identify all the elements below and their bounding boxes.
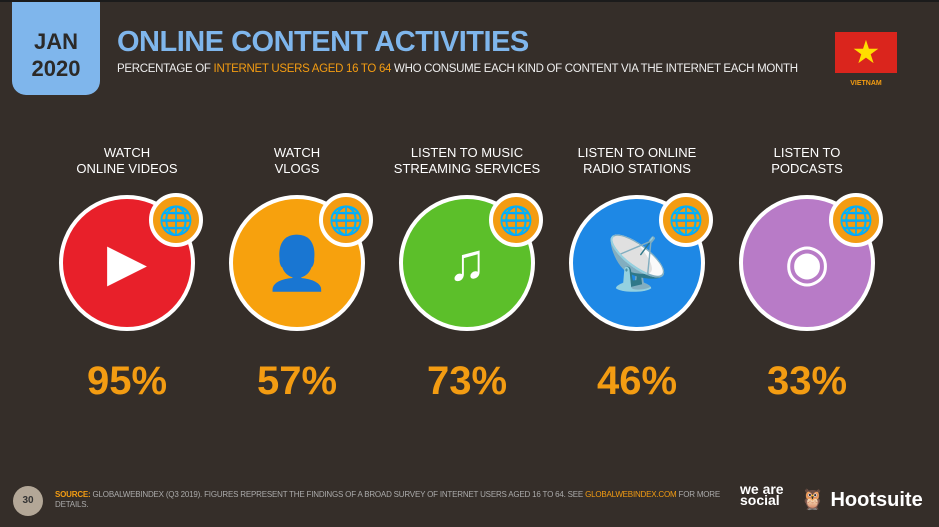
label-line2: VLOGS xyxy=(274,161,320,176)
activity-circle: ◉ 🌐 xyxy=(739,193,883,331)
activity-label: LISTEN TO PODCASTS xyxy=(722,145,892,185)
activity-5: LISTEN TO PODCASTS ◉ 🌐 33% xyxy=(722,145,892,404)
activity-label: WATCH VLOGS xyxy=(212,145,382,185)
hootsuite-logo-text: Hootsuite xyxy=(830,489,923,511)
we-are-social-logo: we are social xyxy=(740,481,784,508)
activity-percentage: 57% xyxy=(256,359,338,403)
subtitle-highlight: INTERNET USERS AGED 16 TO 64 xyxy=(213,63,392,75)
activity-percentage: 33% xyxy=(766,359,848,403)
activity-circle: 👤 🌐 xyxy=(229,193,373,331)
music-cloud-icon: ♫ xyxy=(447,234,487,292)
activity-percentage: 73% xyxy=(426,359,508,403)
activity-label: WATCH ONLINE VIDEOS xyxy=(42,145,212,185)
globe-icon: 🌐 xyxy=(829,193,883,247)
vlog-icon: 👤 xyxy=(264,234,330,293)
activity-3: LISTEN TO MUSIC STREAMING SERVICES ♫ 🌐 73% xyxy=(382,145,552,404)
activity-circle: ▶ 🌐 xyxy=(59,193,203,331)
label-line1: LISTEN TO xyxy=(773,145,841,160)
activity-percentage: 46% xyxy=(596,359,678,403)
globe-icon: 🌐 xyxy=(319,193,373,247)
label-line2: STREAMING SERVICES xyxy=(393,161,541,176)
source-note: SOURCE: GLOBALWEBINDEX (Q3 2019). FIGURE… xyxy=(55,490,725,510)
activity-label: LISTEN TO ONLINE RADIO STATIONS xyxy=(552,145,722,185)
label-line2: RADIO STATIONS xyxy=(583,161,691,176)
subtitle-post: WHO CONSUME EACH KIND OF CONTENT VIA THE… xyxy=(391,63,798,75)
activity-percentage: 95% xyxy=(86,359,168,403)
activity-circle: 📡 🌐 xyxy=(569,193,713,331)
source-tail: FOR MORE DETAILS. xyxy=(55,490,721,509)
source-link[interactable]: GLOBALWEBINDEX.COM xyxy=(585,490,677,499)
month: JAN xyxy=(33,29,78,54)
activity-circle: ♫ 🌐 xyxy=(399,193,543,331)
label-line1: WATCH xyxy=(103,145,151,160)
page-number: 30 xyxy=(13,486,43,516)
source-text: GLOBALWEBINDEX (Q3 2019). FIGURES REPRES… xyxy=(90,490,586,499)
activity-4: LISTEN TO ONLINE RADIO STATIONS 📡 🌐 46% xyxy=(552,145,722,404)
date-badge: JAN 2020 xyxy=(12,2,100,95)
subtitle: PERCENTAGE OF INTERNET USERS AGED 16 TO … xyxy=(117,63,822,76)
globe-icon: 🌐 xyxy=(659,193,713,247)
podcast-icon: ◉ xyxy=(784,234,830,292)
label-line1: LISTEN TO MUSIC xyxy=(410,145,524,160)
owl-icon: 🦉 xyxy=(800,489,831,511)
subtitle-pre: PERCENTAGE OF xyxy=(117,63,214,75)
page-title: ONLINE CONTENT ACTIVITIES xyxy=(117,26,529,58)
globe-icon: 🌐 xyxy=(149,193,203,247)
vietnam-flag-icon: ★ xyxy=(835,32,897,73)
label-line1: WATCH xyxy=(273,145,321,160)
activity-2: WATCH VLOGS 👤 🌐 57% xyxy=(212,145,382,404)
activity-1: WATCH ONLINE VIDEOS ▶ 🌐 95% xyxy=(42,145,212,404)
video-play-icon: ▶ xyxy=(107,234,147,292)
label-line1: LISTEN TO ONLINE xyxy=(577,145,697,160)
label-line2: ONLINE VIDEOS xyxy=(76,161,178,176)
year: 2020 xyxy=(31,56,81,81)
hootsuite-logo: 🦉 Hootsuite xyxy=(800,487,923,512)
source-label: SOURCE: xyxy=(55,490,91,499)
radio-antenna-icon: 📡 xyxy=(604,234,670,293)
globe-icon: 🌐 xyxy=(489,193,543,247)
country-label: VIETNAM xyxy=(850,80,882,87)
activity-label: LISTEN TO MUSIC STREAMING SERVICES xyxy=(382,145,552,185)
label-line2: PODCASTS xyxy=(771,161,843,176)
